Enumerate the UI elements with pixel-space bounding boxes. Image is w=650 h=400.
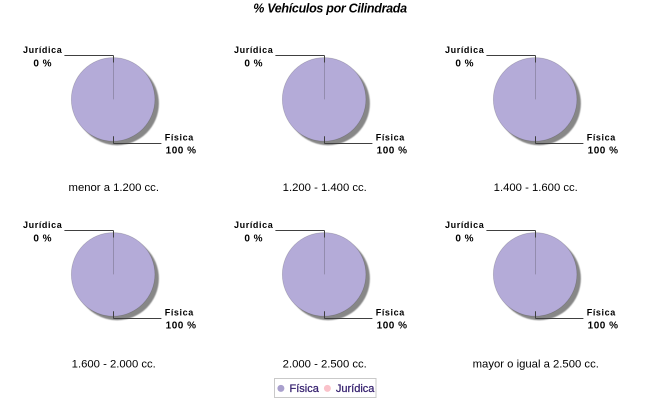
svg-text:Física: Física [165,132,195,142]
svg-text:0 %: 0 % [33,233,52,244]
svg-text:0 %: 0 % [33,58,52,69]
svg-text:Jurídica: Jurídica [234,220,274,230]
svg-text:2.000 - 2.500 cc.: 2.000 - 2.500 cc. [283,359,367,371]
svg-text:0 %: 0 % [244,58,263,69]
svg-text:mayor o igual a 2.500 cc.: mayor o igual a 2.500 cc. [473,359,599,371]
svg-text:1.200 - 1.400 cc.: 1.200 - 1.400 cc. [283,182,367,194]
svg-text:Jurídica: Jurídica [234,45,274,55]
svg-text:Física: Física [165,307,195,317]
svg-text:100 %: 100 % [377,321,408,332]
svg-text:Física: Física [376,132,406,142]
svg-text:1.600 - 2.000 cc.: 1.600 - 2.000 cc. [72,359,156,371]
svg-text:0 %: 0 % [244,233,263,244]
svg-text:0 %: 0 % [455,58,474,69]
svg-text:Física: Física [587,132,617,142]
svg-text:Jurídica: Jurídica [23,220,63,230]
svg-text:100 %: 100 % [166,146,197,157]
svg-text:1.400 - 1.600 cc.: 1.400 - 1.600 cc. [494,182,578,194]
svg-text:Física: Física [587,307,617,317]
svg-text:Jurídica: Jurídica [23,45,63,55]
svg-text:100 %: 100 % [166,321,197,332]
svg-text:100 %: 100 % [588,321,619,332]
svg-text:100 %: 100 % [588,146,619,157]
svg-text:Física: Física [376,307,406,317]
svg-text:menor a 1.200 cc.: menor a 1.200 cc. [69,182,159,194]
svg-text:Jurídica: Jurídica [445,45,485,55]
svg-text:100 %: 100 % [377,146,408,157]
svg-text:0 %: 0 % [455,233,474,244]
svg-text:% Vehículos por Cilindrada: % Vehículos por Cilindrada [253,1,407,15]
svg-text:Física: Física [290,383,320,395]
svg-text:Jurídica: Jurídica [336,383,375,395]
svg-text:Jurídica: Jurídica [445,220,485,230]
